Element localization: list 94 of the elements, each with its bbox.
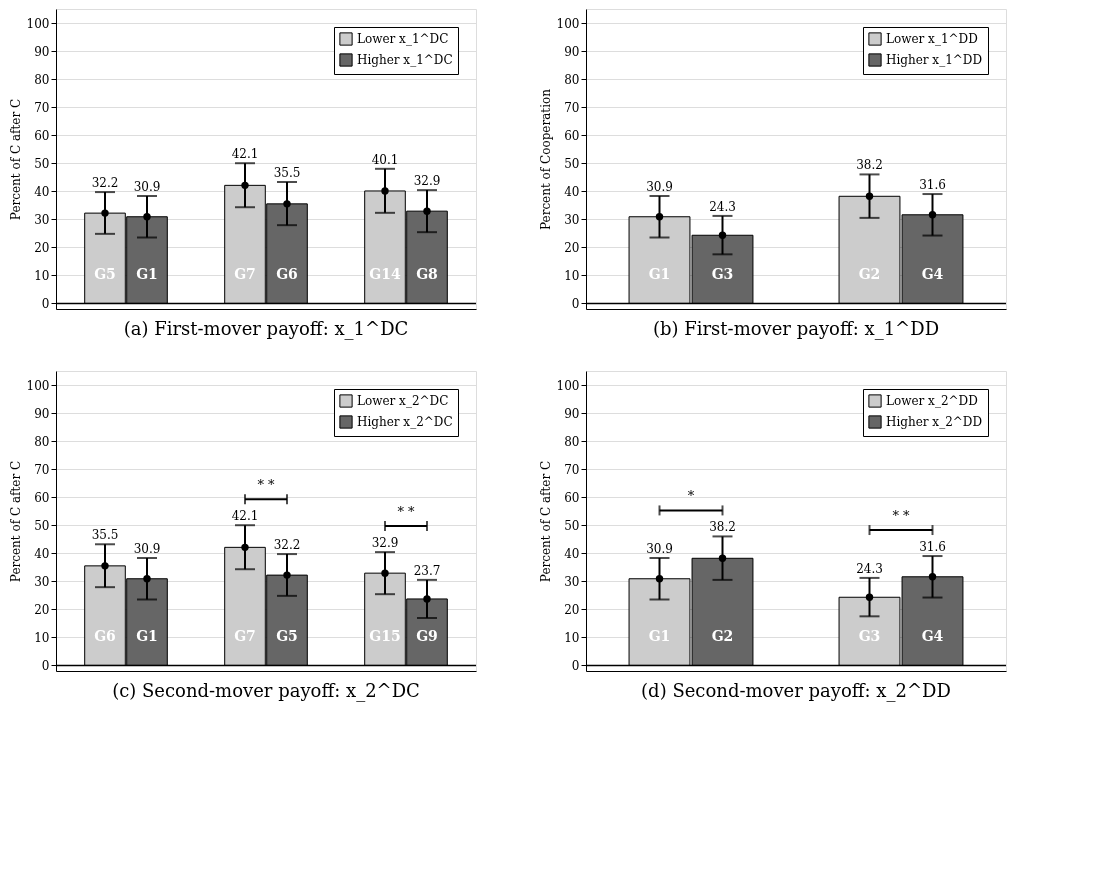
text: (a) First-mover payoff: x_1^DC <box>123 318 409 341</box>
data-label: 31.6 <box>919 540 946 555</box>
annotation: * * <box>397 504 416 520</box>
data-label: 35.5 <box>273 165 301 180</box>
y-tick-label: 20 <box>34 240 50 255</box>
y-tick-label: 100 <box>556 16 580 31</box>
y-axis-title: Percent of C after C <box>538 460 553 583</box>
y-tick-label: 50 <box>564 518 580 533</box>
annotation: * <box>687 488 695 504</box>
annotation: G3 <box>711 266 734 283</box>
legend-label: Lower x_2^DD <box>886 394 978 408</box>
legend-label: Higher x_2^DC <box>357 415 453 429</box>
y-tick-label: 60 <box>34 490 50 505</box>
data-label: 42.1 <box>231 509 259 524</box>
annotation: G4 <box>921 266 944 283</box>
y-tick-label: 20 <box>564 602 580 617</box>
y-tick-label: 70 <box>564 462 580 477</box>
legend-label: Higher x_2^DD <box>886 415 983 429</box>
data-label: 30.9 <box>646 542 673 557</box>
annotation: G1 <box>136 628 158 645</box>
annotation: G5 <box>276 628 298 645</box>
y-tick-label: 0 <box>41 658 50 673</box>
data-label: 23.7 <box>413 563 441 578</box>
annotation: G4 <box>921 628 944 645</box>
data-label: 30.9 <box>646 180 673 195</box>
annotation: * * <box>257 477 276 493</box>
y-tick-label: 60 <box>564 490 580 505</box>
y-tick-label: 80 <box>34 72 50 87</box>
y-tick-label: 70 <box>34 100 50 115</box>
y-tick-label: 50 <box>34 518 50 533</box>
y-tick-label: 60 <box>564 128 580 143</box>
y-tick-label: 40 <box>34 184 50 199</box>
y-tick-label: 30 <box>564 574 580 589</box>
data-label: 30.9 <box>133 542 161 557</box>
y-tick-label: 100 <box>556 378 580 393</box>
data-label: 40.1 <box>371 152 399 167</box>
y-tick-label: 90 <box>34 406 50 421</box>
data-label: 32.9 <box>371 536 399 551</box>
annotation: G8 <box>416 266 438 283</box>
y-axis-title: Percent of C after C <box>8 98 23 221</box>
legend-label: Lower x_2^DC <box>357 394 449 408</box>
legend-label: Higher x_1^DC <box>357 53 453 67</box>
y-tick-label: 90 <box>564 406 580 421</box>
y-tick-label: 20 <box>34 602 50 617</box>
y-tick-label: 10 <box>34 630 50 645</box>
y-tick-label: 10 <box>34 268 50 283</box>
text: (b) First-mover payoff: x_1^DD <box>652 318 940 341</box>
y-tick-label: 60 <box>34 128 50 143</box>
annotation: G6 <box>276 266 298 283</box>
y-tick-label: 40 <box>564 546 580 561</box>
annotation: * * <box>892 508 911 524</box>
text: (d) Second-mover payoff: x_2^DD <box>641 680 951 703</box>
y-tick-label: 10 <box>564 630 580 645</box>
data-label: 32.2 <box>273 538 301 553</box>
y-tick-label: 0 <box>571 658 580 673</box>
y-axis-title: Percent of Cooperation <box>538 88 553 230</box>
y-tick-label: 90 <box>564 44 580 59</box>
data-label: 38.2 <box>856 158 883 173</box>
y-tick-label: 20 <box>564 240 580 255</box>
y-tick-label: 0 <box>571 296 580 311</box>
data-label: 32.2 <box>91 176 119 191</box>
y-tick-label: 90 <box>34 44 50 59</box>
y-tick-label: 30 <box>564 212 580 227</box>
y-tick-label: 80 <box>564 434 580 449</box>
data-label: 31.6 <box>919 178 946 193</box>
data-label: 24.3 <box>709 199 736 214</box>
annotation: G9 <box>416 628 438 645</box>
y-tick-label: 100 <box>26 378 50 393</box>
y-tick-label: 70 <box>564 100 580 115</box>
y-tick-label: 50 <box>34 156 50 171</box>
y-tick-label: 80 <box>34 434 50 449</box>
y-tick-label: 0 <box>41 296 50 311</box>
y-tick-label: 100 <box>26 16 50 31</box>
y-tick-label: 50 <box>564 156 580 171</box>
y-tick-label: 40 <box>564 184 580 199</box>
y-axis-title: Percent of C after C <box>8 460 23 583</box>
annotation: G1 <box>136 266 158 283</box>
y-tick-label: 10 <box>564 268 580 283</box>
data-label: 30.9 <box>133 180 161 195</box>
data-label: 38.2 <box>709 520 736 535</box>
data-label: 35.5 <box>91 528 119 543</box>
text: (c) Second-mover payoff: x_2^DC <box>112 680 420 703</box>
annotation: G2 <box>711 628 734 645</box>
data-label: 32.9 <box>413 174 441 189</box>
legend-label: Lower x_1^DD <box>886 32 978 46</box>
y-tick-label: 30 <box>34 212 50 227</box>
data-label: 24.3 <box>856 561 883 576</box>
legend-label: Higher x_1^DD <box>886 53 983 67</box>
data-label: 42.1 <box>231 147 259 162</box>
y-tick-label: 30 <box>34 574 50 589</box>
y-tick-label: 70 <box>34 462 50 477</box>
y-tick-label: 40 <box>34 546 50 561</box>
legend-label: Lower x_1^DC <box>357 32 449 46</box>
y-tick-label: 80 <box>564 72 580 87</box>
